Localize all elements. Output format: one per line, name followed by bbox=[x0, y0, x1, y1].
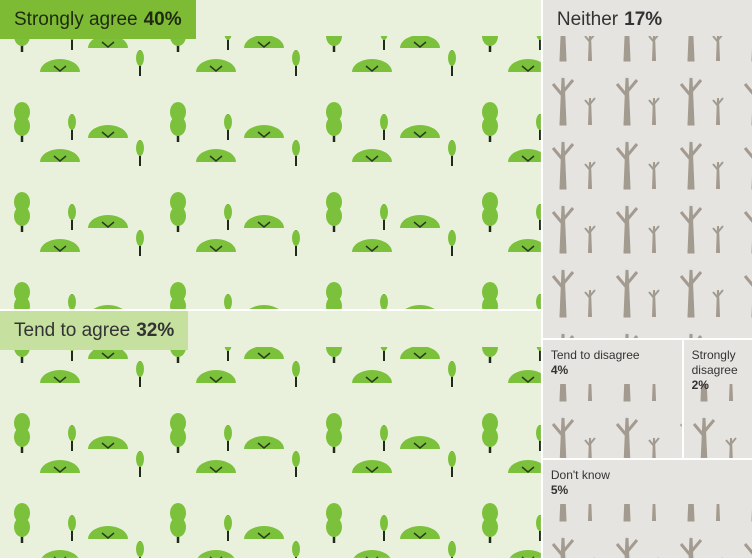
tree-pattern bbox=[683, 384, 752, 458]
category-label: Don't know bbox=[550, 468, 610, 482]
tree-pattern bbox=[0, 36, 541, 310]
tile-label: Don't know 5% bbox=[543, 460, 618, 506]
tile: Strongly agree 40% bbox=[0, 0, 541, 310]
tile: Neither 17% bbox=[542, 0, 752, 338]
tile: Tend to disagree 4% bbox=[542, 340, 682, 458]
tree-pattern bbox=[0, 347, 541, 558]
trees bbox=[683, 384, 752, 458]
value-label: 5% bbox=[550, 483, 569, 497]
category-label: Neither bbox=[556, 9, 619, 30]
tile-label: Tend to disagree 4% bbox=[543, 340, 648, 386]
value-label: 32% bbox=[136, 320, 175, 342]
category-label: Tend to disagree bbox=[550, 348, 640, 362]
value-label: 2% bbox=[691, 378, 709, 392]
tile-label: Strongly agree 40% bbox=[0, 0, 196, 39]
trees bbox=[542, 504, 752, 558]
tree-pattern bbox=[542, 384, 682, 458]
trees bbox=[542, 36, 752, 338]
trees bbox=[0, 36, 541, 310]
value-label: 17% bbox=[624, 9, 663, 30]
trees bbox=[0, 347, 541, 558]
tile: Strongly disagree 2% bbox=[683, 340, 752, 458]
trees bbox=[542, 384, 682, 458]
category-label: Strongly disagree bbox=[691, 348, 738, 377]
tile-label: Strongly disagree 2% bbox=[684, 340, 752, 401]
category-label: Tend to agree bbox=[14, 320, 131, 342]
value-label: 4% bbox=[550, 363, 569, 377]
tile-label: Tend to agree 32% bbox=[0, 311, 189, 351]
tile-label: Neither 17% bbox=[543, 0, 676, 39]
tile: Tend to agree 32% bbox=[0, 311, 541, 558]
tree-pattern bbox=[542, 36, 752, 338]
category-label: Strongly agree bbox=[14, 9, 138, 30]
tile: Don't know 5% bbox=[542, 460, 752, 558]
tree-pattern bbox=[542, 504, 752, 558]
value-label: 40% bbox=[143, 9, 182, 30]
